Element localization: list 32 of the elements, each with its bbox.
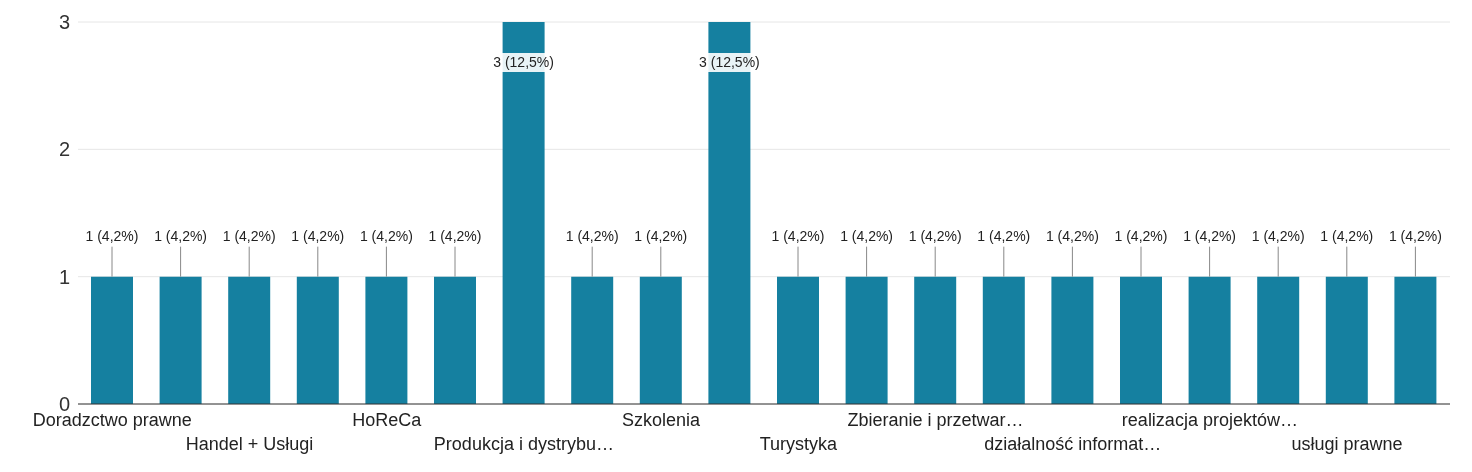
data-label: 1 (4,2%) xyxy=(1320,227,1374,244)
x-tick-label: HoReCa xyxy=(352,410,423,430)
x-tick-label: Handel + Usługi xyxy=(185,434,314,454)
data-label: 1 (4,2%) xyxy=(291,227,345,244)
x-tick-label: usługi prawne xyxy=(1291,434,1403,454)
data-label: 1 (4,2%) xyxy=(977,227,1031,244)
data-label: 1 (4,2%) xyxy=(1251,227,1305,244)
data-label: 1 (4,2%) xyxy=(840,227,894,244)
x-tick-label: Szkolenia xyxy=(622,410,702,430)
y-tick-label: 3 xyxy=(58,11,70,34)
data-label: 1 (4,2%) xyxy=(222,227,276,244)
y-tick-label: 2 xyxy=(58,138,70,161)
data-label: 1 (4,2%) xyxy=(908,227,962,244)
data-label: 1 (4,2%) xyxy=(771,227,825,244)
data-label: 1 (4,2%) xyxy=(565,227,619,244)
y-tick-label: 1 xyxy=(58,265,70,288)
x-tick-label: realizacja projektów… xyxy=(1121,410,1298,430)
x-tick-label: Produkcja i dystrybu… xyxy=(433,434,614,454)
data-label: 3 (12,5%) xyxy=(699,54,760,70)
data-label: 1 (4,2%) xyxy=(359,227,413,244)
data-label: 1 (4,2%) xyxy=(1114,227,1168,244)
data-label: 1 (4,2%) xyxy=(428,227,482,244)
data-label: 3 (12,5%) xyxy=(493,54,554,70)
x-tick-label: Zbieranie i przetwar… xyxy=(847,410,1024,430)
data-label: 1 (4,2%) xyxy=(1183,227,1237,244)
x-tick-label: Turystyka xyxy=(759,434,838,454)
data-label: 1 (4,2%) xyxy=(634,227,688,244)
data-label: 1 (4,2%) xyxy=(1045,227,1099,244)
data-label: 1 (4,2%) xyxy=(1388,227,1442,244)
data-label: 1 (4,2%) xyxy=(154,227,208,244)
data-label: 1 (4,2%) xyxy=(85,227,139,244)
x-tick-label: działalność informat… xyxy=(984,434,1162,454)
